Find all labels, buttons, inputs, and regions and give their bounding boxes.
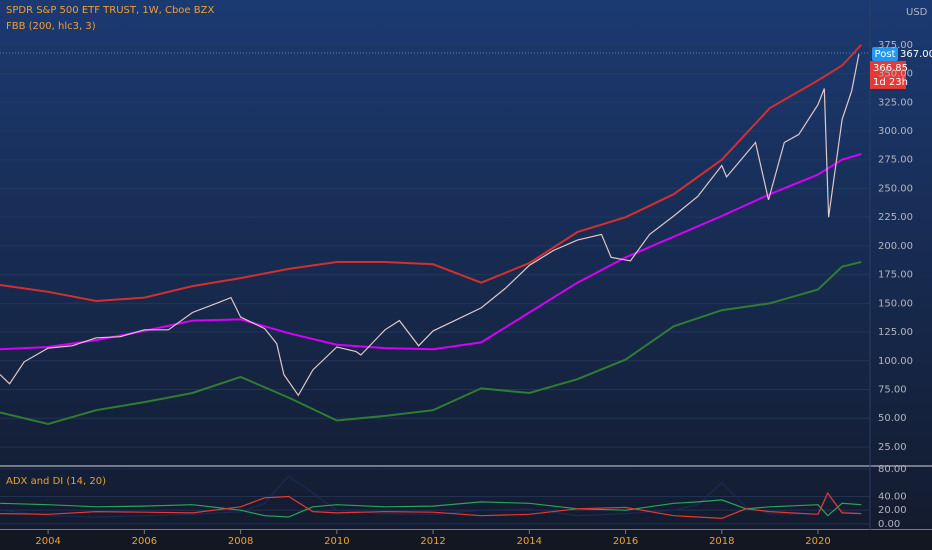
x-tick-label: 2020 [805,536,830,547]
series-line [0,44,863,303]
badge [870,61,906,89]
series-line [0,53,860,397]
x-tick-label: 2006 [132,536,157,547]
x-tick-label: 2010 [324,536,349,547]
y-tick-label: 125.00 [878,327,913,338]
y-tick-label: 350.00 [878,69,913,80]
y-tick-label: 75.00 [878,385,907,396]
x-tick-label: 2008 [228,536,253,547]
y-tick-label: 20.00 [878,505,907,516]
x-tick-label: 2012 [420,536,445,547]
x-tick-label: 2018 [709,536,734,547]
x-tick-label: 2014 [517,536,542,547]
y-tick-label: 275.00 [878,155,913,166]
y-tick-label: 100.00 [878,356,913,367]
x-tick-label: 2004 [35,536,60,547]
axis-unit: USD [906,7,928,18]
indicator-label: FBB (200, hlc3, 3) [6,21,96,32]
series-line [0,475,862,518]
y-tick-label: 250.00 [878,183,913,194]
y-tick-label: 200.00 [878,241,913,252]
series-line [0,499,862,518]
y-tick-label: 150.00 [878,298,913,309]
y-tick-label: 375.00 [878,40,913,51]
y-tick-label: 25.00 [878,442,907,453]
y-tick-label: 175.00 [878,270,913,281]
indicator-label: ADX and DI (14, 20) [6,476,106,487]
badge [872,47,898,61]
x-tick-label: 2016 [613,536,638,547]
y-tick-label: 50.00 [878,413,907,424]
chart-title: SPDR S&P 500 ETF TRUST, 1W, Cboe BZX [6,5,214,16]
series-line [0,153,862,351]
countdown-label: 1d 23h [873,77,908,88]
series-line [0,261,862,426]
badge-label: Post [875,49,896,60]
price-label: 366.85 [873,63,908,74]
price-label: 367.00 [900,49,932,60]
y-tick-label: 300.00 [878,126,913,137]
series-line [0,491,862,520]
y-tick-label: 80.00 [878,464,907,475]
y-tick-label: 0.00 [878,519,900,530]
time-axis [0,530,932,550]
y-tick-label: 325.00 [878,97,913,108]
y-tick-label: 225.00 [878,212,913,223]
y-tick-label: 40.00 [878,491,907,502]
